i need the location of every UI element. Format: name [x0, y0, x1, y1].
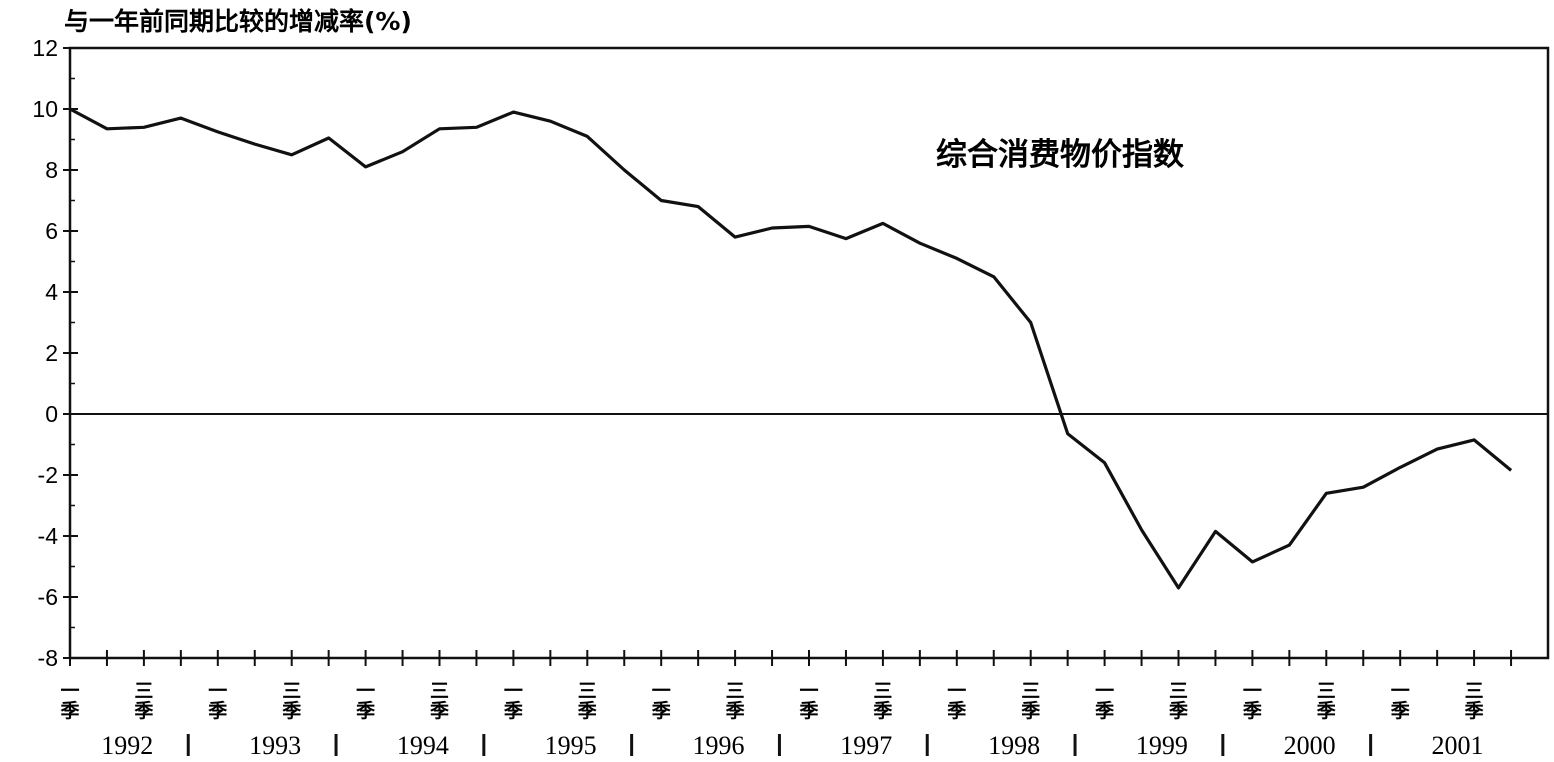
x-quarter-label: 一季 [799, 680, 818, 722]
x-quarter-label: 三季 [1021, 680, 1040, 722]
y-tick-label: 8 [45, 157, 58, 183]
x-quarter-label: 一季 [652, 680, 671, 722]
y-tick-label: 4 [45, 279, 58, 305]
x-quarter-label: 三季 [1317, 680, 1336, 722]
x-year-label: 1997 [840, 731, 892, 760]
x-quarter-label: 三季 [1169, 680, 1188, 722]
x-year-label: 1998 [988, 731, 1040, 760]
x-year-label: 1994 [397, 731, 449, 760]
x-quarter-label: 三季 [726, 680, 745, 722]
x-year-label: 1999 [1136, 731, 1188, 760]
y-tick-label: 10 [32, 96, 58, 122]
x-quarter-label: 三季 [282, 680, 301, 722]
y-tick-label: -6 [38, 584, 58, 610]
y-axis-ticks: 12 10 8 6 4 2 0 -2 -4 -6 -8 [32, 35, 78, 671]
x-quarter-label: 一季 [60, 680, 79, 722]
y-axis-label: 与一年前同期比较的增减率(%) [64, 7, 412, 36]
y-tick-label: 12 [32, 35, 58, 61]
series-annotation: 综合消费物价指数 [936, 137, 1184, 173]
series-layer [69, 107, 1513, 590]
x-quarter-label: 一季 [947, 680, 966, 722]
x-quarter-label: 三季 [430, 680, 449, 722]
y-tick-label: -2 [38, 462, 58, 488]
x-quarter-label: 一季 [504, 680, 523, 722]
x-axis: 一季 三季 一季 三季 一季 三季 一季 三季 一季 三季 一季 三季 一季 三季 一季 三季 一季 三季 一季 三季… [60, 650, 1513, 760]
x-quarter-label: 一季 [208, 680, 227, 722]
x-year-label: 2001 [1431, 731, 1483, 760]
x-quarter-label: 一季 [1095, 680, 1114, 722]
y-tick-label: 2 [45, 340, 58, 366]
y-tick-label: 0 [45, 401, 58, 427]
cpi-series-line [69, 107, 1513, 590]
x-year-label: 1995 [545, 731, 597, 760]
y-tick-label: 6 [45, 218, 58, 244]
x-quarter-label: 三季 [578, 680, 597, 722]
x-year-label: 1993 [249, 731, 301, 760]
x-quarter-label: 一季 [356, 680, 375, 722]
x-quarter-label: 三季 [1465, 680, 1484, 722]
x-quarter-label: 三季 [134, 680, 153, 722]
x-quarter-label: 三季 [873, 680, 892, 722]
x-year-label: 1996 [692, 731, 744, 760]
x-quarter-label: 一季 [1391, 680, 1410, 722]
plot-frame [68, 46, 1550, 660]
x-quarter-label: 一季 [1243, 680, 1262, 722]
x-year-label: 1992 [101, 731, 153, 760]
y-tick-label: -8 [38, 645, 58, 671]
x-year-label: 2000 [1284, 731, 1336, 760]
y-tick-label: -4 [38, 523, 59, 549]
